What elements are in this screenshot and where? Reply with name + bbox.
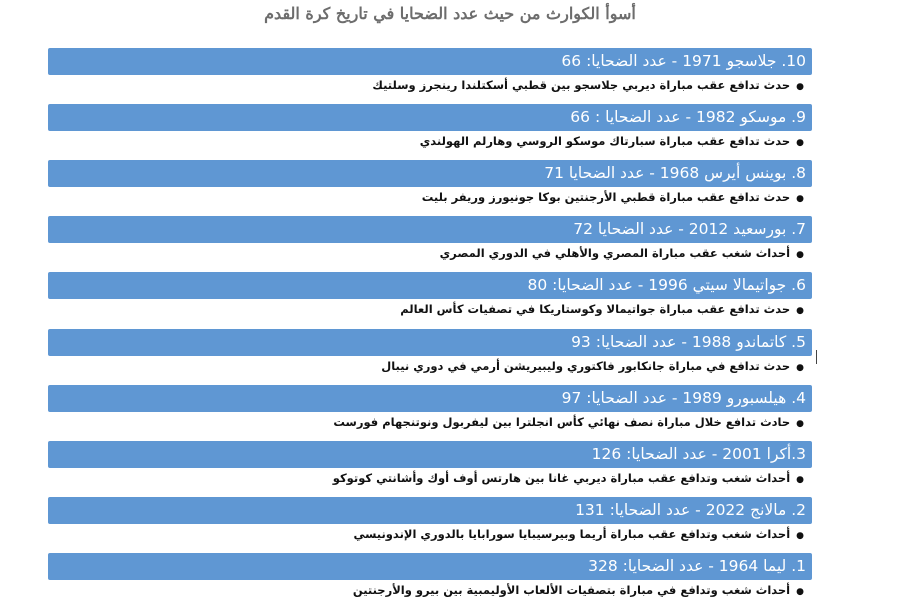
item-detail-text: حدث تدافع عقب مباراة ديربي جلاسجو بين قط… <box>372 78 791 92</box>
item-detail-text: أحداث شغب وتدافع عقب مباراة ديربي غانا ب… <box>332 470 791 485</box>
item-detail: ● حدث تدافع عقب مباراة سبارتاك موسكو الرو… <box>48 131 812 151</box>
item-detail: ● أحداث شغب وتدافع عقب مباراة ديربي غانا … <box>48 468 812 488</box>
list-item: 4. هيلسبورو 1989 - عدد الضحايا: 97 ● حادث… <box>48 384 812 432</box>
list-item: 8. بوينس أيرس 1968 - عدد الضحايا 71 ● حدث… <box>48 160 812 207</box>
bullet-icon: ● <box>796 82 804 92</box>
disaster-list: 10. جلاسجو 1971 - عدد الضحايا: 66 ● حدث ت… <box>48 48 812 600</box>
item-detail: ● أحداث شغب وتدافع عقب مباراة أريما وبيرس… <box>48 524 812 544</box>
bullet-icon: ● <box>796 530 804 541</box>
item-detail: ● أحداث شغب عقب مباراة المصري والأهلي في … <box>48 243 812 263</box>
item-heading: 10. جلاسجو 1971 - عدد الضحايا: 66 <box>48 48 812 75</box>
item-detail: ● حدث تدافع عقب مباراة قطبي الأرجنتين بوك… <box>48 187 812 207</box>
page-title: أسوأ الكوارث من حيث عدد الضحايا في تاريخ… <box>264 4 636 23</box>
item-heading: 1. ليما 1964 - عدد الضحايا: 328 <box>48 552 812 580</box>
list-item: 10. جلاسجو 1971 - عدد الضحايا: 66 ● حدث ت… <box>48 48 812 95</box>
item-heading: 3.أكرا 2001 - عدد الضحايا: 126 <box>48 440 812 468</box>
bullet-icon: ● <box>796 250 804 261</box>
item-heading: 5. كاتماندو 1988 - عدد الضحايا: 93 <box>48 328 812 356</box>
item-detail: ● حادث تدافع خلال مباراة نصف نهائي كأس ان… <box>48 412 812 432</box>
item-detail: ● حدث تدافع في مباراة جانكابور فاكتوري ول… <box>48 356 812 376</box>
list-item: 9. موسكو 1982 - عدد الضحايا : 66 ● حدث تد… <box>48 104 812 151</box>
item-heading: 4. هيلسبورو 1989 - عدد الضحايا: 97 <box>48 384 812 412</box>
bullet-icon: ● <box>796 194 804 205</box>
item-detail-text: أحداث شغب وتدافع عقب مباراة أريما وبيرسي… <box>353 526 791 541</box>
item-detail-text: حدث تدافع عقب مباراة قطبي الأرجنتين بوكا… <box>421 190 791 205</box>
item-detail-text: أحداث شغب وتدافع في مباراة بتصفيات الألع… <box>352 582 791 597</box>
list-item: 1. ليما 1964 - عدد الضحايا: 328 ● أحداث ش… <box>48 552 812 600</box>
item-heading: 8. بوينس أيرس 1968 - عدد الضحايا 71 <box>48 160 812 188</box>
item-detail-text: حدث تدافع عقب مباراة جواتيمالا وكوستاريك… <box>400 302 791 317</box>
bullet-icon: ● <box>796 474 804 485</box>
item-heading: 2. مالانج 2022 - عدد الضحايا: 131 <box>48 496 812 524</box>
list-item: 6. جواتيمالا سيتي 1996 - عدد الضحايا: 80… <box>48 272 812 319</box>
item-detail: ● أحداث شغب وتدافع في مباراة بتصفيات الأل… <box>48 580 812 600</box>
bullet-icon: ● <box>796 138 804 149</box>
bullet-icon: ● <box>796 586 804 597</box>
item-detail: ● حدث تدافع عقب مباراة ديربي جلاسجو بين ق… <box>48 75 812 95</box>
item-detail-text: حادث تدافع خلال مباراة نصف نهائي كأس انج… <box>333 414 791 429</box>
list-item: 3.أكرا 2001 - عدد الضحايا: 126 ● أحداث شغ… <box>48 440 812 488</box>
item-detail: ● حدث تدافع عقب مباراة جواتيمالا وكوستاري… <box>48 299 812 319</box>
item-heading: 7. بورسعيد 2012 - عدد الضحايا 72 <box>48 216 812 244</box>
item-detail-text: حدث تدافع عقب مباراة سبارتاك موسكو الروس… <box>419 134 791 149</box>
text-cursor <box>816 350 817 364</box>
item-detail-text: أحداث شغب عقب مباراة المصري والأهلي في ا… <box>439 246 791 261</box>
list-item: 5. كاتماندو 1988 - عدد الضحايا: 93 ● حدث … <box>48 328 812 376</box>
item-detail-text: حدث تدافع في مباراة جانكابور فاكتوري ولي… <box>381 358 791 373</box>
list-item: 2. مالانج 2022 - عدد الضحايا: 131 ● أحداث… <box>48 496 812 544</box>
bullet-icon: ● <box>796 362 804 373</box>
item-heading: 6. جواتيمالا سيتي 1996 - عدد الضحايا: 80 <box>48 272 812 300</box>
bullet-icon: ● <box>796 418 804 429</box>
item-heading: 9. موسكو 1982 - عدد الضحايا : 66 <box>48 104 812 132</box>
list-item: 7. بورسعيد 2012 - عدد الضحايا 72 ● أحداث … <box>48 216 812 263</box>
bullet-icon: ● <box>796 306 804 317</box>
